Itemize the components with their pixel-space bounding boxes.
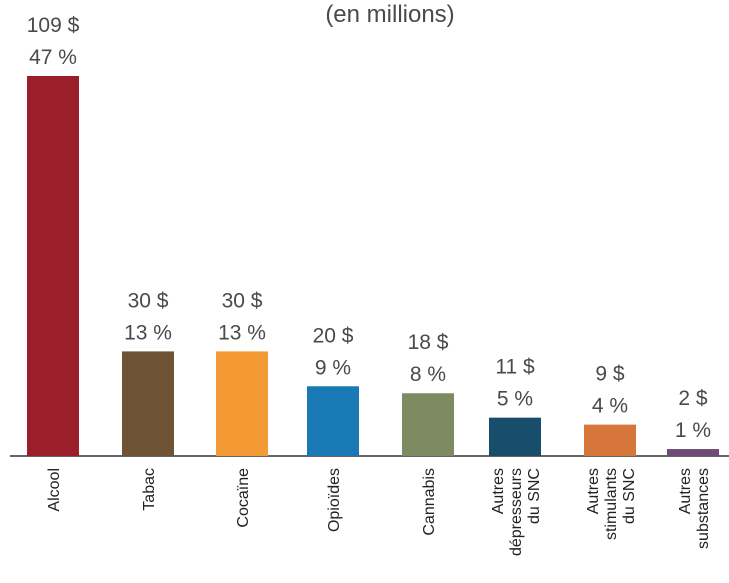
category-label-line: Autres (585, 468, 602, 514)
bar (402, 393, 454, 456)
percent-label: 9 % (315, 356, 351, 379)
value-labels-group: 109 $ 47 % 30 $ 13 % 30 $ 13 % 20 $ 9 % 18 $ 8 % 1… (27, 14, 711, 442)
bars-group (27, 76, 719, 456)
category-label-line: du SNC (621, 468, 638, 524)
category-label: Opioïdes (326, 468, 343, 532)
category-label: Alcool (46, 468, 63, 512)
category-label: Autres substances (677, 468, 712, 549)
category-label-line: Cannabis (421, 468, 438, 536)
category-label-line: Tabac (141, 468, 158, 511)
percent-label: 1 % (675, 419, 711, 442)
category-label-line: stimulants (603, 468, 620, 540)
percent-label: 8 % (410, 363, 446, 386)
category-label-line: Autres (677, 468, 694, 514)
category-label: Cannabis (421, 468, 438, 536)
category-label-line: Cocaïne (235, 468, 252, 528)
bar (584, 424, 636, 456)
chart-subtitle: (en millions) (325, 1, 454, 28)
percent-label: 13 % (124, 321, 172, 344)
percent-label: 4 % (592, 395, 628, 418)
bar (27, 76, 79, 456)
category-labels-group: Alcool Tabac Cocaïne Opioïdes Cannabis Autres… (46, 468, 712, 556)
value-label: 30 $ (222, 289, 263, 312)
bar (489, 417, 541, 456)
value-label: 20 $ (313, 324, 354, 347)
value-label: 109 $ (27, 14, 80, 37)
percent-label: 13 % (218, 321, 266, 344)
category-label-line: substances (695, 468, 712, 549)
category-label: Cocaïne (235, 468, 252, 528)
bar (216, 351, 268, 456)
category-label: Autres stimulants du SNC (585, 468, 638, 540)
category-label-line: Alcool (46, 468, 63, 512)
category-label-line: du SNC (526, 468, 543, 524)
category-label: Autres dépresseurs du SNC (490, 468, 543, 556)
bar (307, 386, 359, 456)
percent-label: 47 % (29, 46, 77, 69)
value-label: 9 $ (595, 363, 625, 386)
value-label: 11 $ (495, 356, 535, 379)
value-label: 18 $ (408, 331, 449, 354)
category-label-line: Autres (490, 468, 507, 514)
category-label-line: Opioïdes (326, 468, 343, 532)
value-label: 30 $ (128, 289, 169, 312)
percent-label: 5 % (497, 388, 533, 411)
bar (667, 449, 719, 456)
bar (122, 351, 174, 456)
category-label: Tabac (141, 468, 158, 511)
value-label: 2 $ (678, 387, 708, 410)
category-label-line: dépresseurs (508, 468, 525, 556)
